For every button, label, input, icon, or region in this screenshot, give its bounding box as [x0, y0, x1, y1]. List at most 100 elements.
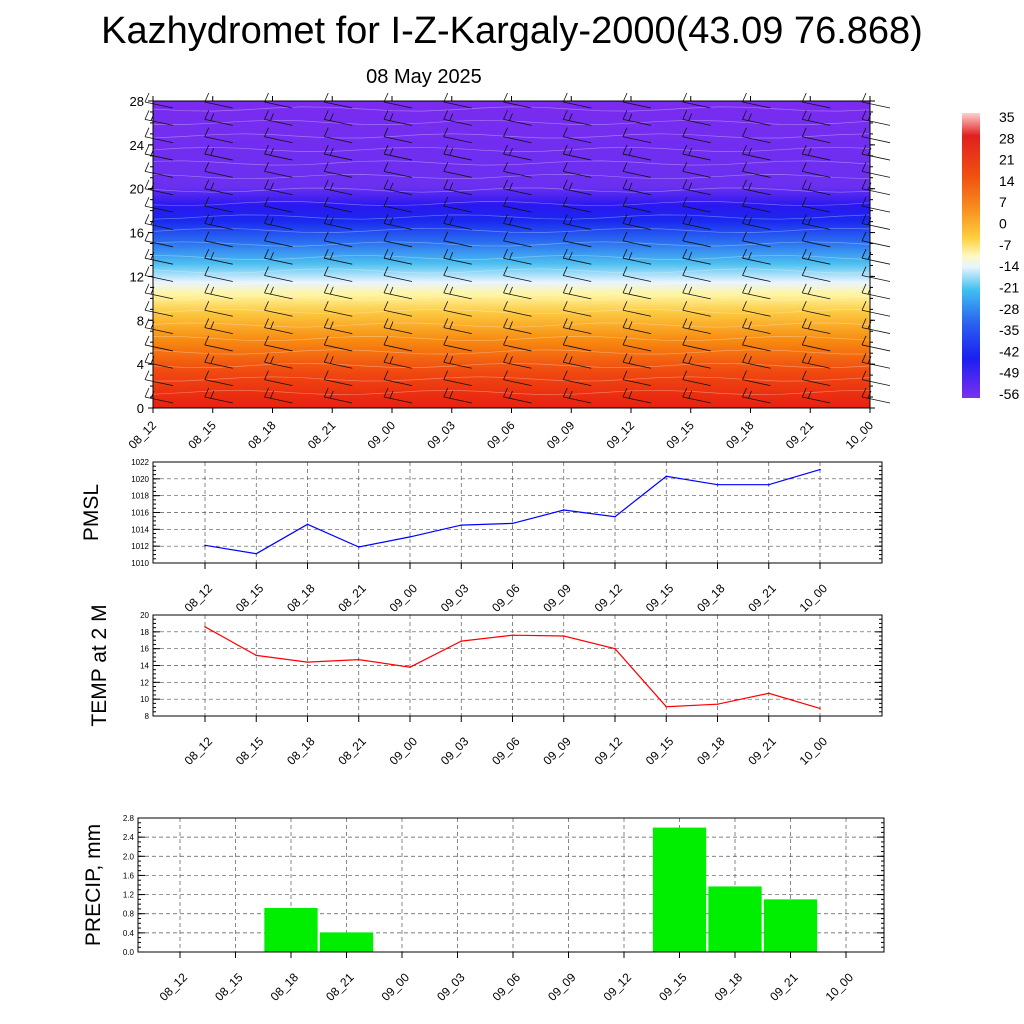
wind-barb — [503, 144, 532, 161]
wind-barb-shaft — [742, 118, 771, 126]
precip-bar — [264, 907, 318, 952]
wind-barb-shaft — [503, 292, 532, 300]
wind-barb — [383, 249, 413, 265]
wind-barb-flag — [509, 182, 513, 191]
wind-barb-shaft — [742, 292, 771, 300]
wind-barb-flag — [682, 266, 688, 276]
wind-barb-flag — [383, 318, 389, 328]
wind-barb-flag — [383, 301, 389, 311]
wind-barb-flag — [323, 266, 329, 276]
wind-barb — [622, 335, 652, 352]
x-tick-label: 09_09 — [545, 970, 579, 1004]
wind-barb-flag — [742, 231, 747, 241]
wind-barb-shaft — [383, 171, 413, 178]
wind-barb-flag — [144, 231, 150, 241]
wind-barb-shaft — [324, 275, 353, 282]
wind-barb-shaft — [443, 240, 472, 248]
y-tick-label: 0.0 — [123, 948, 135, 957]
wind-barb-shaft — [622, 396, 652, 404]
wind-barb-shaft — [443, 344, 472, 352]
x-tick-label: 08_21 — [305, 418, 339, 452]
wind-barb-shaft — [802, 292, 831, 300]
wind-barb-shaft — [383, 118, 413, 126]
wind-barb-shaft — [861, 223, 891, 230]
wind-barb-flag — [443, 110, 449, 120]
wind-barb-shaft — [383, 240, 413, 248]
wind-barb — [443, 266, 472, 282]
pmsl-point — [767, 483, 770, 486]
wind-barb — [801, 370, 831, 387]
wind-barb — [443, 110, 472, 126]
wind-barb-shaft — [563, 379, 592, 387]
y-tick-label: 2.8 — [123, 814, 135, 823]
wind-barb-shaft — [264, 101, 293, 109]
wind-barb-shaft — [503, 327, 532, 334]
wind-barb-flag — [144, 92, 150, 103]
wind-barb — [742, 266, 771, 282]
wind-barb-shaft — [204, 292, 233, 300]
wind-barb-flag — [449, 321, 454, 329]
wind-barb-flag — [682, 179, 688, 189]
wind-barb-flag — [748, 113, 752, 121]
wind-barb — [562, 127, 592, 144]
wind-barb-flag — [509, 356, 513, 364]
wind-barb-flag — [562, 283, 568, 294]
wind-barb — [622, 318, 652, 334]
wind-barb — [264, 335, 293, 352]
wind-barb-flag — [449, 113, 454, 121]
wind-barb-shaft — [264, 136, 293, 144]
wind-barb-flag — [144, 110, 150, 120]
x-tick-label: 09_18 — [694, 734, 728, 768]
wind-barb-shaft — [563, 118, 592, 126]
wind-barb — [742, 370, 771, 387]
contour-line — [152, 322, 871, 328]
wind-barb-shaft — [503, 205, 532, 213]
wind-barb-flag — [443, 144, 449, 155]
wind-barb-shaft — [383, 292, 413, 300]
wind-barb-flag — [204, 283, 210, 294]
wind-barb — [562, 162, 592, 178]
wind-barb — [742, 214, 771, 230]
wind-barb-shaft — [264, 205, 293, 213]
wind-barb-flag — [568, 252, 573, 260]
wind-barb — [204, 196, 233, 213]
wind-barb-flag — [264, 249, 269, 259]
wind-barb-flag — [801, 144, 807, 155]
contour-line — [152, 106, 871, 112]
wind-barb-flag — [329, 182, 334, 191]
wind-barb-shaft — [802, 240, 831, 248]
y-tick-label: 0.8 — [123, 910, 135, 919]
wind-barb — [503, 335, 532, 352]
wind-barb-shaft — [204, 136, 233, 144]
wind-barb — [383, 162, 413, 178]
cross-section-panel: 0 4 8 12 16 20 24 28 08_12 08_15 08_18 08_21 09_00 09… — [126, 92, 891, 452]
wind-barb-flag — [443, 335, 449, 346]
wind-barb-flag — [323, 370, 329, 380]
wind-barb-flag — [323, 301, 329, 311]
wind-barb — [144, 335, 174, 352]
wind-barb-flag — [270, 113, 274, 121]
wind-barb-shaft — [383, 379, 413, 387]
wind-barb-shaft — [383, 257, 413, 265]
wind-barb-shaft — [563, 240, 592, 248]
colorbar-label: -42 — [999, 343, 1019, 359]
wind-barb-flag — [682, 301, 688, 311]
wind-barb — [861, 335, 891, 352]
x-tick-label: 09_06 — [489, 734, 523, 768]
wind-barb-flag — [144, 283, 150, 294]
pmsl-point — [306, 523, 309, 526]
contour-line — [152, 268, 871, 274]
wind-barb — [503, 231, 532, 248]
wind-barb-shaft — [802, 223, 831, 230]
wind-barb — [801, 335, 831, 352]
wind-barb — [801, 179, 831, 196]
wind-barb-flag — [682, 318, 688, 328]
wind-barb-shaft — [682, 136, 711, 144]
wind-barb-flag — [861, 162, 867, 172]
wind-barb-flag — [682, 370, 688, 380]
wind-barb-shaft — [802, 361, 831, 369]
wind-barb-flag — [503, 144, 508, 155]
wind-barb-flag — [503, 179, 508, 189]
wind-barb-flag — [807, 217, 812, 225]
wind-barb-flag — [562, 144, 568, 155]
